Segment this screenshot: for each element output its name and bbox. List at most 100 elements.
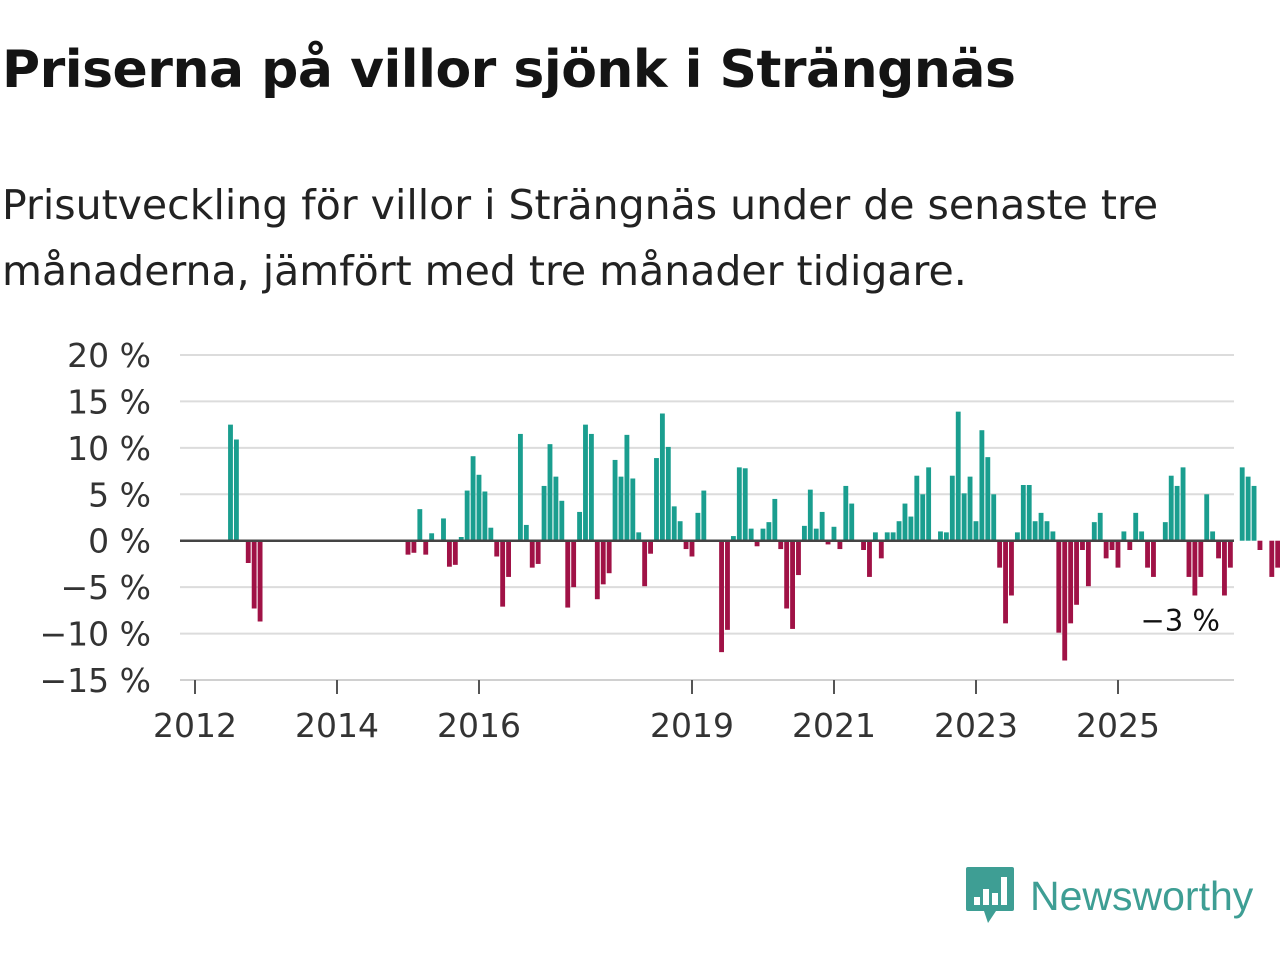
- bar: [979, 430, 985, 541]
- bar: [807, 489, 813, 541]
- bar: [1068, 540, 1074, 624]
- bar: [1115, 540, 1121, 568]
- bar: [417, 509, 423, 541]
- bar: [618, 476, 624, 541]
- bar: [1257, 540, 1263, 550]
- y-tick-label: 0 %: [88, 522, 151, 561]
- bar: [902, 503, 908, 541]
- bar: [547, 444, 553, 541]
- y-tick-label: −10 %: [40, 615, 152, 654]
- bar: [482, 491, 488, 541]
- bar: [488, 527, 494, 541]
- bar: [1180, 467, 1186, 541]
- bar: [748, 528, 754, 541]
- bar: [1275, 540, 1280, 568]
- bar: [1038, 512, 1044, 541]
- bar: [754, 540, 760, 547]
- bar: [849, 503, 855, 541]
- bars: [228, 411, 1280, 661]
- bar: [541, 485, 547, 541]
- bar: [559, 500, 565, 541]
- bar: [784, 540, 790, 609]
- bar: [736, 467, 742, 541]
- bar: [654, 458, 659, 541]
- page-subtitle: Prisutveckling för villor i Strängnäs un…: [2, 181, 1159, 295]
- bar: [831, 526, 837, 541]
- bar: [600, 540, 606, 585]
- bar: [730, 536, 736, 541]
- bar: [1151, 540, 1156, 577]
- bar: [813, 528, 819, 541]
- bar: [594, 540, 600, 600]
- bar: [1050, 531, 1056, 541]
- bar: [1085, 540, 1091, 587]
- bar: [884, 532, 890, 541]
- bar: [659, 413, 665, 541]
- bar: [606, 540, 612, 574]
- bar: [500, 540, 506, 607]
- bar: [766, 522, 772, 541]
- bar: [926, 467, 932, 541]
- bar: [257, 540, 263, 622]
- bar: [985, 457, 991, 541]
- bar: [843, 485, 849, 541]
- bar: [1091, 522, 1097, 541]
- bar: [967, 476, 973, 541]
- y-tick-label: 5 %: [88, 475, 151, 514]
- bar: [896, 521, 902, 541]
- bar: [920, 494, 926, 541]
- bar: [1251, 485, 1257, 541]
- bar: [1192, 540, 1198, 596]
- bar: [872, 532, 878, 541]
- bar: [494, 540, 500, 557]
- bar: [411, 540, 417, 553]
- bar: [1239, 467, 1245, 541]
- bar: [1014, 532, 1020, 541]
- x-tick-label: 2014: [295, 706, 379, 745]
- bar: [636, 532, 642, 541]
- bar: [553, 476, 559, 541]
- x-tick-label: 2023: [934, 706, 1018, 745]
- brand-logo: Newsworthy: [964, 864, 1253, 928]
- last-value-annotation: −3 %: [1140, 604, 1220, 638]
- bar: [523, 524, 529, 541]
- y-tick-label: 15 %: [67, 382, 151, 421]
- bar: [1080, 540, 1085, 550]
- bar: [405, 540, 411, 555]
- bar: [801, 525, 807, 541]
- bar: [1074, 540, 1079, 605]
- x-tick-label: 2019: [650, 706, 734, 745]
- bar: [1044, 521, 1050, 541]
- bar: [1032, 521, 1038, 541]
- bar: [1227, 540, 1233, 568]
- bar: [1003, 540, 1008, 624]
- bar: [878, 540, 884, 559]
- bar: [583, 424, 588, 541]
- bar: [1210, 531, 1216, 541]
- bar: [1174, 485, 1180, 541]
- bar: [1198, 540, 1204, 577]
- bar: [464, 490, 470, 541]
- bar: [470, 456, 476, 541]
- bar: [719, 540, 724, 653]
- bar: [1097, 512, 1103, 541]
- bar: [1133, 512, 1139, 541]
- bar: [1162, 522, 1168, 541]
- bar: [1204, 494, 1210, 541]
- bar: [529, 540, 535, 568]
- bar: [588, 433, 594, 541]
- bar: [665, 446, 671, 541]
- bar: [441, 518, 446, 541]
- bar: [991, 494, 997, 541]
- bar: [796, 540, 801, 576]
- bar: [1026, 485, 1032, 541]
- brand-name: Newsworthy: [1030, 873, 1254, 919]
- bar: [1145, 540, 1150, 568]
- bar: [571, 540, 577, 588]
- bar: [997, 540, 1003, 568]
- bar: [772, 498, 778, 541]
- bar: [535, 540, 541, 564]
- bar: [233, 439, 239, 541]
- bar: [1062, 540, 1068, 661]
